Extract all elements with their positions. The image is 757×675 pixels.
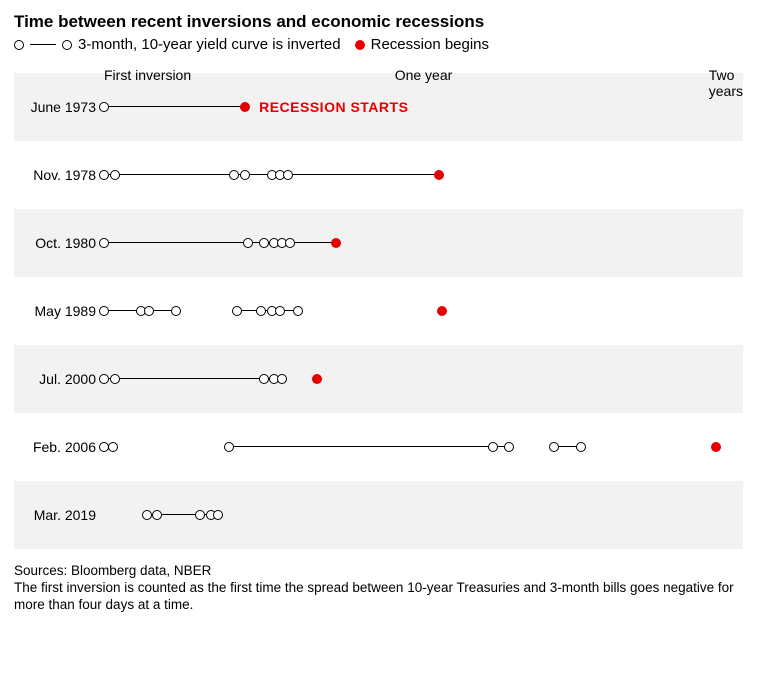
inversion-marker: [144, 306, 154, 316]
timeline-row: Feb. 2006: [14, 413, 743, 481]
inversion-marker: [240, 170, 250, 180]
inversion-marker: [243, 238, 253, 248]
chart-rows: June 1973 RECESSION STARTS Nov. 1978 Oct. 1…: [14, 73, 743, 549]
inversion-marker: [549, 442, 559, 452]
inversion-marker: [99, 170, 109, 180]
inversion-marker: [99, 306, 109, 316]
recession-marker: [331, 238, 341, 248]
recession-callout: RECESSION STARTS: [259, 99, 408, 115]
recession-marker: [240, 102, 250, 112]
row-plot: [104, 209, 743, 277]
row-plot: [104, 413, 743, 481]
inversion-marker: [108, 442, 118, 452]
timeline-row: Oct. 1980: [14, 209, 743, 277]
footer-sources: Sources: Bloomberg data, NBER: [14, 563, 743, 580]
timeline-row: Mar. 2019: [14, 481, 743, 549]
chart-page: Time between recent inversions and econo…: [0, 0, 757, 675]
inversion-marker: [110, 170, 120, 180]
inversion-marker: [283, 170, 293, 180]
row-plot: [104, 277, 743, 345]
inversion-marker: [256, 306, 266, 316]
chart-title: Time between recent inversions and econo…: [14, 12, 743, 32]
legend-inversion-marker-end: [62, 40, 72, 50]
inversion-marker: [504, 442, 514, 452]
timeline-row: June 1973 RECESSION STARTS: [14, 73, 743, 141]
inversion-segment: [104, 378, 282, 379]
row-label: Mar. 2019: [14, 507, 104, 523]
inversion-segment: [104, 106, 245, 107]
row-label: Feb. 2006: [14, 439, 104, 455]
inversion-marker: [99, 238, 109, 248]
inversion-marker: [99, 102, 109, 112]
legend-recession-label: Recession begins: [371, 36, 489, 53]
inversion-marker: [488, 442, 498, 452]
inversion-segment: [229, 446, 509, 447]
recession-marker: [312, 374, 322, 384]
inversion-marker: [195, 510, 205, 520]
inversion-marker: [229, 170, 239, 180]
row-plot: [104, 345, 743, 413]
legend-inversion-label: 3-month, 10-year yield curve is inverted: [78, 36, 341, 53]
inversion-marker: [142, 510, 152, 520]
inversion-marker: [213, 510, 223, 520]
inversion-marker: [224, 442, 234, 452]
row-label: Oct. 1980: [14, 235, 104, 251]
recession-marker: [437, 306, 447, 316]
inversion-marker: [110, 374, 120, 384]
legend-recession-marker: [355, 40, 365, 50]
inversion-marker: [259, 374, 269, 384]
chart-legend: 3-month, 10-year yield curve is inverted…: [14, 36, 743, 53]
timeline-row: May 1989: [14, 277, 743, 345]
inversion-marker: [171, 306, 181, 316]
row-plot: [104, 141, 743, 209]
timeline-row: Jul. 2000: [14, 345, 743, 413]
chart-footer: Sources: Bloomberg data, NBER The first …: [14, 563, 743, 614]
row-plot: RECESSION STARTS: [104, 73, 743, 141]
inversion-marker: [152, 510, 162, 520]
row-label: June 1973: [14, 99, 104, 115]
inversion-marker: [576, 442, 586, 452]
inversion-marker: [277, 374, 287, 384]
inversion-segment: [104, 242, 336, 243]
inversion-marker: [285, 238, 295, 248]
inversion-marker: [232, 306, 242, 316]
row-plot: [104, 481, 743, 549]
inversion-marker: [259, 238, 269, 248]
recession-marker: [711, 442, 721, 452]
legend-inversion-line: [30, 44, 56, 45]
row-label: May 1989: [14, 303, 104, 319]
inversion-marker: [275, 306, 285, 316]
timeline-row: Nov. 1978: [14, 141, 743, 209]
row-label: Nov. 1978: [14, 167, 104, 183]
legend-inversion-marker-start: [14, 40, 24, 50]
row-label: Jul. 2000: [14, 371, 104, 387]
inversion-marker: [293, 306, 303, 316]
recession-marker: [434, 170, 444, 180]
inversion-marker: [99, 374, 109, 384]
footer-note: The first inversion is counted as the fi…: [14, 580, 743, 614]
